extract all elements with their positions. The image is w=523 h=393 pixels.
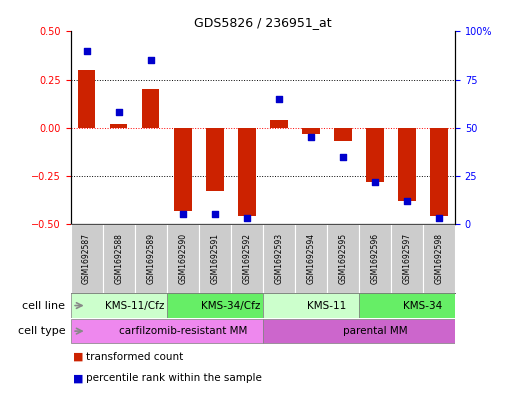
Bar (366, 128, 384, 182)
Point (211, 211, 219, 217)
Bar (263, 293, 359, 318)
Point (306, 134, 315, 140)
Bar (199, 224, 231, 293)
Bar (270, 120, 288, 128)
Bar (71, 319, 263, 343)
Text: GSM1692589: GSM1692589 (146, 233, 155, 284)
Bar (110, 124, 128, 128)
Text: GSM1692587: GSM1692587 (82, 233, 91, 284)
Text: KMS-34: KMS-34 (403, 301, 442, 310)
Text: GSM1692598: GSM1692598 (435, 233, 444, 284)
Point (371, 178, 379, 185)
Text: carfilzomib-resistant MM: carfilzomib-resistant MM (119, 326, 247, 336)
Text: GSM1692593: GSM1692593 (275, 233, 283, 284)
Bar (71, 293, 167, 318)
Bar (430, 128, 448, 216)
Text: GSM1692591: GSM1692591 (210, 233, 219, 284)
Point (339, 153, 347, 160)
Point (275, 95, 283, 102)
Bar (103, 224, 135, 293)
Bar (359, 293, 455, 318)
Bar (391, 224, 423, 293)
Bar (174, 128, 191, 211)
Point (435, 215, 443, 221)
Bar (263, 319, 455, 343)
Bar (71, 224, 103, 293)
Text: GSM1692597: GSM1692597 (403, 233, 412, 284)
Bar (359, 224, 391, 293)
Text: cell line: cell line (22, 301, 65, 310)
Bar (334, 128, 351, 141)
Bar (295, 224, 327, 293)
Bar (423, 224, 455, 293)
Point (115, 109, 123, 116)
Bar (78, 70, 95, 128)
Point (178, 211, 187, 217)
Bar (206, 128, 223, 191)
Bar (398, 128, 416, 201)
Bar (167, 224, 199, 293)
Bar (142, 89, 160, 128)
Point (403, 198, 411, 204)
Text: GSM1692590: GSM1692590 (178, 233, 187, 284)
Text: percentile rank within the sample: percentile rank within the sample (86, 373, 262, 383)
Title: GDS5826 / 236951_at: GDS5826 / 236951_at (194, 16, 332, 29)
Text: KMS-34/Cfz: KMS-34/Cfz (201, 301, 260, 310)
Text: KMS-11: KMS-11 (307, 301, 347, 310)
Bar (238, 128, 256, 216)
Bar (135, 224, 167, 293)
Text: GSM1692596: GSM1692596 (370, 233, 379, 284)
Text: GSM1692588: GSM1692588 (114, 233, 123, 284)
Text: GSM1692595: GSM1692595 (338, 233, 347, 284)
Text: GSM1692594: GSM1692594 (306, 233, 315, 284)
Bar (302, 128, 320, 134)
Text: KMS-11/Cfz: KMS-11/Cfz (105, 301, 164, 310)
Text: parental MM: parental MM (343, 326, 407, 336)
Text: GSM1692592: GSM1692592 (242, 233, 251, 284)
Bar (231, 224, 263, 293)
Bar (327, 224, 359, 293)
Bar (167, 293, 263, 318)
Bar (263, 224, 295, 293)
Point (146, 57, 155, 63)
Text: transformed count: transformed count (86, 352, 184, 362)
Point (243, 215, 251, 221)
Text: cell type: cell type (18, 326, 65, 336)
Text: ■: ■ (73, 373, 84, 383)
Text: ■: ■ (73, 352, 84, 362)
Point (83, 48, 91, 54)
